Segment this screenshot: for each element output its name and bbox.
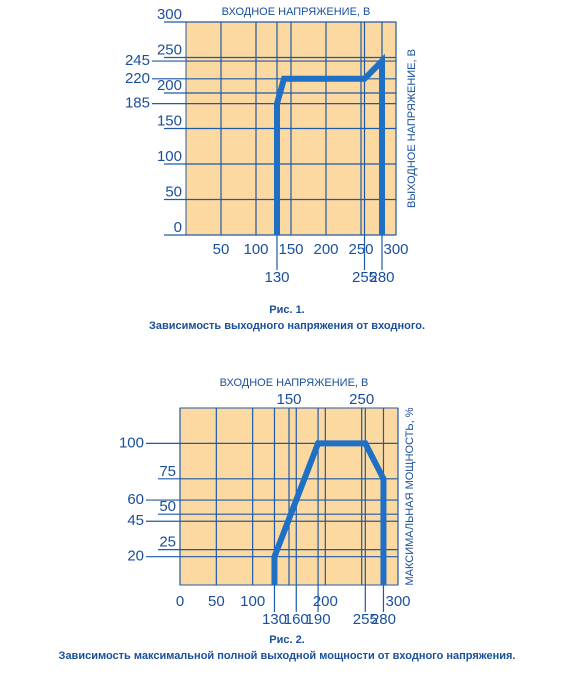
figure-label: Рис. 1. [269,304,305,316]
x-axis-title: ВХОДНОЕ НАПРЯЖЕНИЕ, В [222,6,371,18]
y-tick-label: 0 [174,219,182,236]
x-axis-title: ВХОДНОЕ НАПРЯЖЕНИЕ, В [220,377,369,389]
y-tick-label: 100 [119,434,144,451]
x-tick-label: 200 [313,593,338,610]
x-tick-label: 150 [278,241,303,258]
y-tick-label: 50 [159,498,176,515]
y-tick-label: 220 [125,70,150,87]
x-tick-label: 50 [213,241,230,258]
figure-label: Рис. 2. [269,634,305,646]
caption: Зависимость выходного напряжения от вход… [149,320,425,332]
y-tick-label: 150 [157,112,182,129]
x-tick-label: 250 [349,391,374,408]
x-tick-label: 130 [262,611,287,628]
x-tick-label: 150 [276,391,301,408]
data-line [271,440,387,585]
y-tick-label: 250 [157,41,182,58]
y-tick-label: 60 [127,491,144,508]
x-tick-label: 0 [176,593,184,610]
data-line [274,53,385,235]
y-tick-label: 20 [127,548,144,565]
y-tick-label: 50 [165,183,182,200]
y-tick-label: 25 [159,534,176,551]
x-tick-label: 280 [369,269,394,286]
y-tick-label: 75 [159,463,176,480]
x-tick-label: 280 [371,611,396,628]
y-tick-label: 200 [157,77,182,94]
y-tick-label: 185 [125,95,150,112]
x-tick-label: 100 [243,241,268,258]
x-tick-label: 255 [353,611,378,628]
y-tick-label: 45 [127,512,144,529]
x-tick-label: 255 [352,269,377,286]
x-tick-label: 160 [284,611,309,628]
x-tick-label: 300 [385,593,410,610]
y-tick-label: 245 [125,52,150,69]
y-axis-title: ВЫХОДНОЕ НАПРЯЖЕНИЕ, В [406,49,418,208]
y-tick-label: 300 [157,6,182,23]
y-tick-label: 100 [157,148,182,165]
x-tick-label: 100 [240,593,265,610]
x-tick-label: 50 [208,593,225,610]
y-axis-title: МАКСИМАЛЬНАЯ МОЩНОСТЬ, % [404,407,416,585]
x-tick-label: 200 [313,241,338,258]
x-tick-label: 130 [264,269,289,286]
x-tick-label: 300 [383,241,408,258]
x-tick-label: 190 [306,611,331,628]
caption: Зависимость максимальной полной выходной… [59,650,516,662]
x-tick-label: 250 [348,241,373,258]
